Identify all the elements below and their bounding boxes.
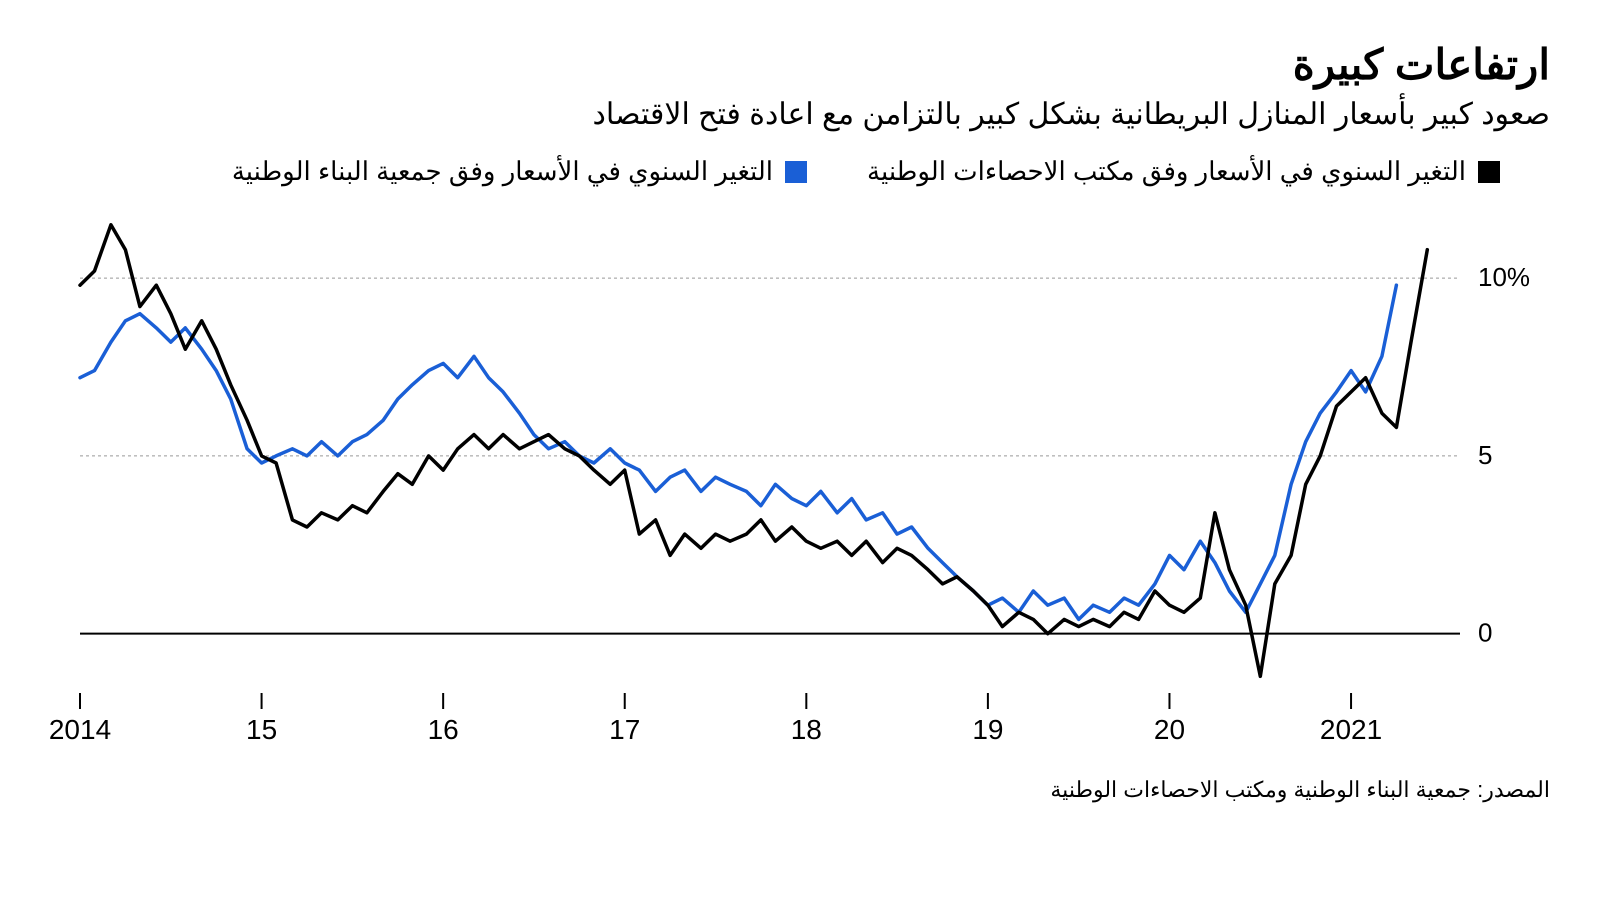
chart-title: ارتفاعات كبيرة	[50, 40, 1550, 89]
legend-swatch-1	[1478, 161, 1500, 183]
line-chart: 0 5 10% 2014 15 16 17 18 19 20 2021	[50, 197, 1550, 757]
svg-text:20: 20	[1154, 714, 1185, 745]
chart-source: المصدر: جمعية البناء الوطنية ومكتب الاحص…	[50, 777, 1550, 803]
svg-text:5: 5	[1478, 440, 1492, 470]
chart-area: 0 5 10% 2014 15 16 17 18 19 20 2021	[50, 197, 1550, 757]
legend-label-1: التغير السنوي في الأسعار وفق مكتب الاحصا…	[867, 156, 1466, 187]
legend-swatch-2	[785, 161, 807, 183]
svg-text:15: 15	[246, 714, 277, 745]
legend-item-2: التغير السنوي في الأسعار وفق جمعية البنا…	[232, 156, 807, 187]
svg-text:19: 19	[972, 714, 1003, 745]
legend-item-1: التغير السنوي في الأسعار وفق مكتب الاحصا…	[867, 156, 1500, 187]
legend: التغير السنوي في الأسعار وفق مكتب الاحصا…	[50, 156, 1550, 187]
svg-text:16: 16	[428, 714, 459, 745]
svg-text:0: 0	[1478, 618, 1492, 648]
chart-subtitle: صعود كبير بأسعار المنازل البريطانية بشكل…	[50, 97, 1550, 132]
legend-label-2: التغير السنوي في الأسعار وفق جمعية البنا…	[232, 156, 773, 187]
svg-text:18: 18	[791, 714, 822, 745]
svg-text:2021: 2021	[1320, 714, 1382, 745]
svg-text:2014: 2014	[50, 714, 111, 745]
svg-text:10%: 10%	[1478, 262, 1530, 292]
svg-text:17: 17	[609, 714, 640, 745]
